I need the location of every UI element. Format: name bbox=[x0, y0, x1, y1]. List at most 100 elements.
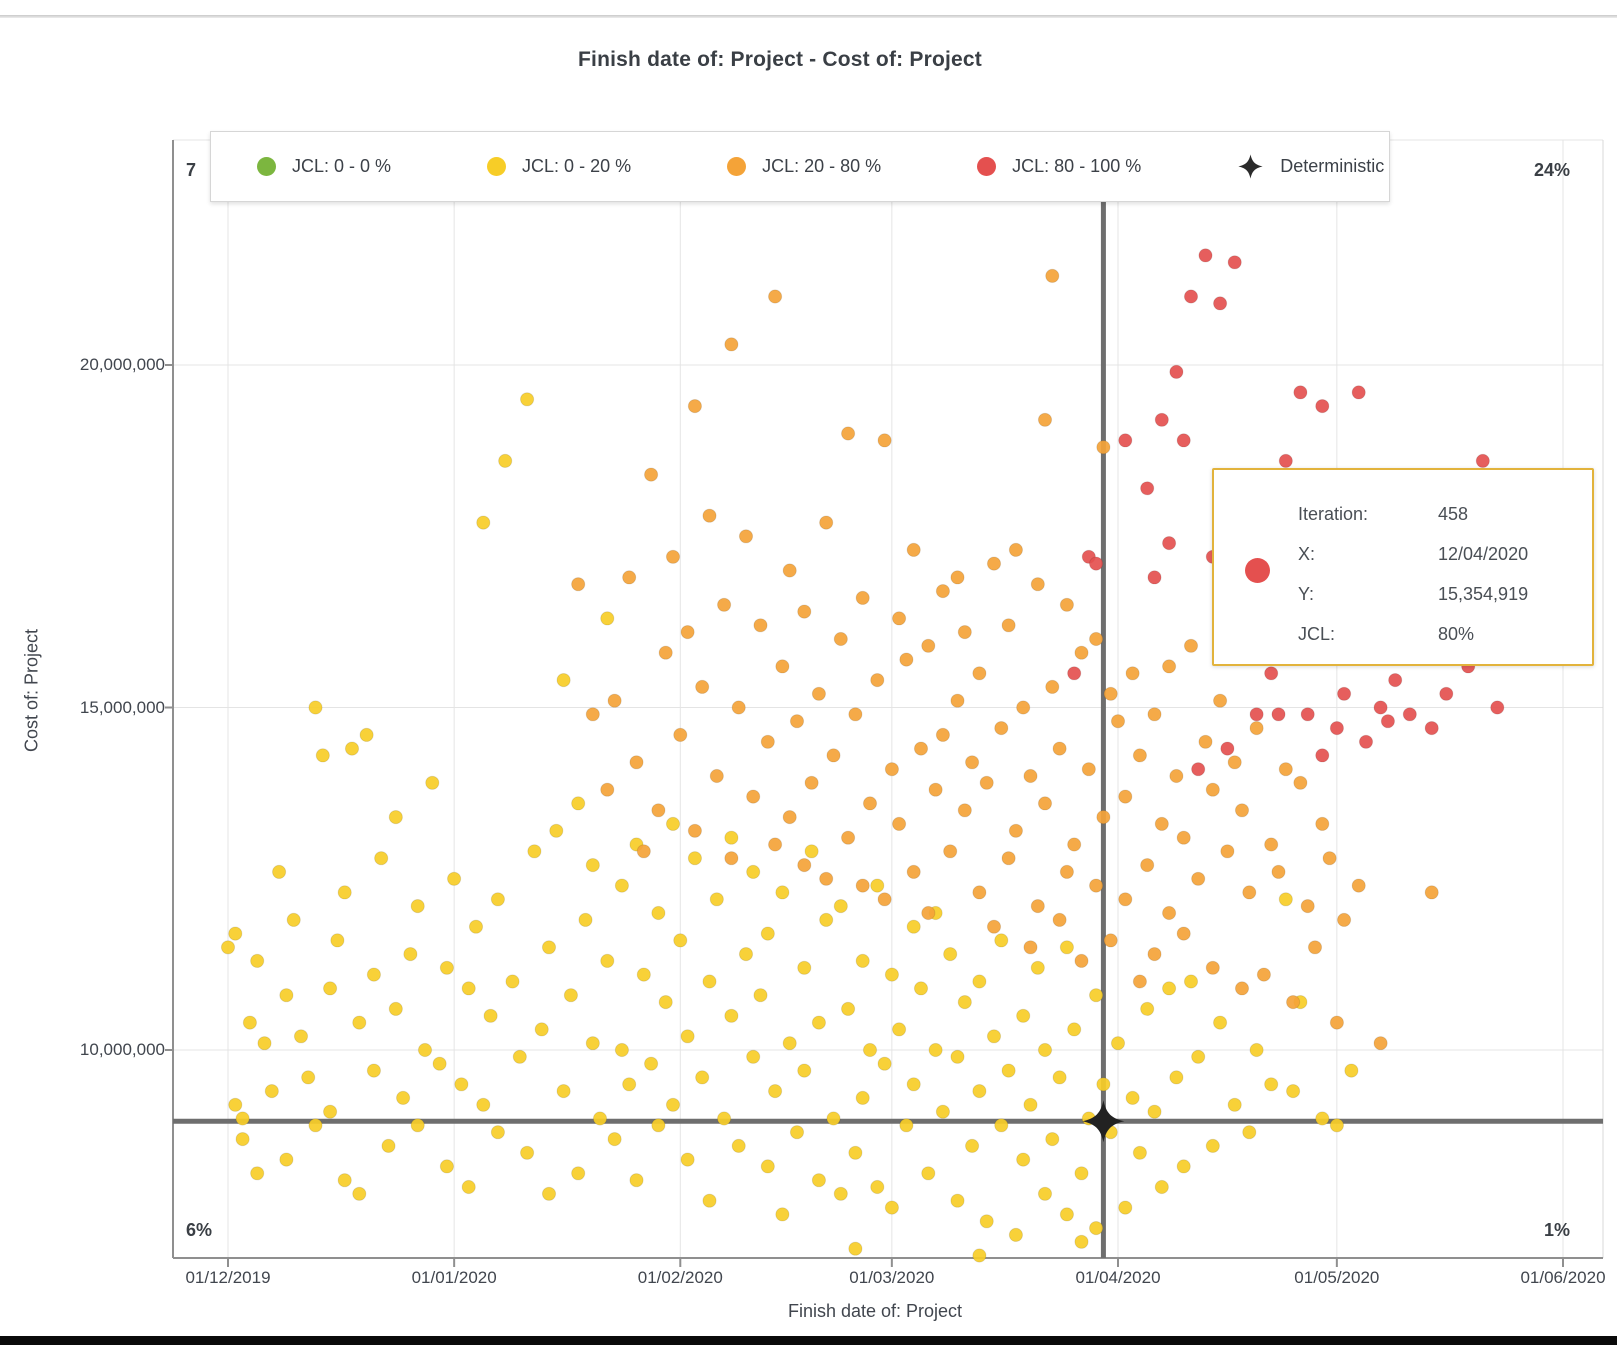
scatter-point[interactable] bbox=[972, 885, 987, 900]
scatter-point[interactable] bbox=[1089, 988, 1104, 1003]
scatter-point[interactable] bbox=[921, 905, 936, 921]
scatter-point[interactable] bbox=[1154, 412, 1169, 427]
scatter-point[interactable] bbox=[1227, 255, 1242, 270]
scatter-point[interactable] bbox=[1278, 453, 1293, 468]
scatter-point[interactable] bbox=[425, 775, 440, 790]
scatter-point[interactable] bbox=[541, 1186, 557, 1201]
scatter-point[interactable] bbox=[906, 864, 921, 880]
scatter-point[interactable] bbox=[680, 625, 695, 640]
scatter-point[interactable] bbox=[228, 1097, 243, 1112]
scatter-point[interactable] bbox=[651, 803, 666, 818]
scatter-point[interactable] bbox=[746, 1049, 761, 1064]
scatter-point[interactable] bbox=[819, 912, 834, 928]
scatter-point[interactable] bbox=[1125, 666, 1140, 681]
scatter-point[interactable] bbox=[1286, 1084, 1301, 1099]
scatter-point[interactable] bbox=[1198, 734, 1213, 749]
scatter-point[interactable] bbox=[476, 1097, 491, 1112]
scatter-point[interactable] bbox=[461, 981, 476, 996]
scatter-point[interactable] bbox=[680, 1029, 695, 1044]
scatter-point[interactable] bbox=[235, 1132, 250, 1147]
scatter-point[interactable] bbox=[1293, 775, 1308, 790]
scatter-point[interactable] bbox=[1191, 762, 1206, 777]
scatter-point[interactable] bbox=[986, 919, 1002, 934]
scatter-point[interactable] bbox=[1373, 700, 1388, 715]
scatter-point[interactable] bbox=[1213, 296, 1228, 311]
scatter-point[interactable] bbox=[1037, 412, 1053, 427]
scatter-point[interactable] bbox=[366, 1063, 381, 1078]
scatter-point[interactable] bbox=[884, 762, 900, 777]
scatter-point[interactable] bbox=[1205, 1138, 1220, 1154]
scatter-point[interactable] bbox=[979, 1214, 994, 1229]
scatter-point[interactable] bbox=[1037, 1042, 1053, 1058]
scatter-point[interactable] bbox=[899, 652, 914, 667]
scatter-point[interactable] bbox=[468, 919, 484, 934]
scatter-point[interactable] bbox=[1329, 1118, 1345, 1133]
scatter-point[interactable] bbox=[622, 570, 637, 585]
scatter-point[interactable] bbox=[811, 1173, 827, 1188]
scatter-point[interactable] bbox=[1300, 707, 1315, 722]
scatter-point[interactable] bbox=[819, 871, 834, 886]
scatter-point[interactable] bbox=[1351, 878, 1366, 893]
scatter-point[interactable] bbox=[600, 782, 615, 797]
scatter-point[interactable] bbox=[877, 1056, 892, 1071]
scatter-point[interactable] bbox=[680, 1152, 695, 1167]
scatter-point[interactable] bbox=[811, 1015, 827, 1030]
legend-item[interactable]: JCL: 20 - 80 % bbox=[727, 156, 881, 177]
scatter-point[interactable] bbox=[1147, 570, 1162, 585]
scatter-point[interactable] bbox=[695, 1070, 710, 1085]
scatter-point[interactable] bbox=[1329, 721, 1345, 736]
scatter-point[interactable] bbox=[1278, 762, 1293, 777]
scatter-point[interactable] bbox=[1023, 768, 1038, 784]
scatter-point[interactable] bbox=[972, 974, 987, 989]
scatter-point[interactable] bbox=[1110, 714, 1126, 729]
scatter-point[interactable] bbox=[1052, 1070, 1067, 1085]
scatter-point[interactable] bbox=[454, 1077, 469, 1092]
scatter-point[interactable] bbox=[892, 1022, 907, 1037]
scatter-point[interactable] bbox=[534, 1022, 549, 1037]
scatter-point[interactable] bbox=[702, 974, 717, 989]
scatter-point[interactable] bbox=[1322, 851, 1337, 866]
scatter-point[interactable] bbox=[293, 1029, 309, 1044]
scatter-point[interactable] bbox=[1045, 679, 1060, 695]
scatter-point[interactable] bbox=[220, 940, 236, 955]
scatter-point[interactable] bbox=[279, 1152, 294, 1167]
scatter-point[interactable] bbox=[614, 878, 630, 893]
scatter-point[interactable] bbox=[665, 549, 681, 564]
scatter-point[interactable] bbox=[862, 1042, 878, 1058]
scatter-point[interactable] bbox=[855, 590, 870, 606]
scatter-point[interactable] bbox=[476, 515, 491, 530]
scatter-point[interactable] bbox=[709, 892, 724, 907]
scatter-point[interactable] bbox=[1052, 912, 1067, 928]
scatter-point[interactable] bbox=[1162, 659, 1177, 674]
scatter-point[interactable] bbox=[687, 823, 703, 838]
scatter-point[interactable] bbox=[928, 782, 943, 797]
scatter-point[interactable] bbox=[1147, 707, 1162, 722]
scatter-point[interactable] bbox=[1256, 967, 1272, 982]
scatter-point[interactable] bbox=[950, 1193, 965, 1208]
scatter-point[interactable] bbox=[1337, 912, 1352, 928]
scatter-point[interactable] bbox=[600, 953, 615, 969]
scatter-point[interactable] bbox=[848, 1145, 863, 1160]
scatter-point[interactable] bbox=[775, 885, 790, 900]
scatter-point[interactable] bbox=[1037, 796, 1053, 811]
scatter-point[interactable] bbox=[1154, 1179, 1169, 1195]
scatter-point[interactable] bbox=[490, 892, 505, 907]
scatter-point[interactable] bbox=[1337, 686, 1352, 701]
scatter-point[interactable] bbox=[1118, 789, 1133, 804]
scatter-point[interactable] bbox=[935, 584, 951, 599]
scatter-point[interactable] bbox=[250, 953, 265, 969]
scatter-point[interactable] bbox=[1183, 638, 1199, 653]
scatter-point[interactable] bbox=[1001, 618, 1016, 633]
scatter-point[interactable] bbox=[950, 570, 965, 585]
scatter-point[interactable] bbox=[724, 1008, 739, 1023]
scatter-point[interactable] bbox=[549, 823, 564, 838]
scatter-point[interactable] bbox=[1490, 700, 1505, 715]
scatter-point[interactable] bbox=[578, 912, 593, 928]
scatter-point[interactable] bbox=[935, 1104, 951, 1119]
scatter-point[interactable] bbox=[899, 1118, 914, 1133]
scatter-point[interactable] bbox=[1402, 707, 1417, 722]
scatter-point[interactable] bbox=[972, 1084, 987, 1099]
scatter-point[interactable] bbox=[731, 1138, 746, 1154]
scatter-point[interactable] bbox=[994, 721, 1009, 736]
scatter-point[interactable] bbox=[366, 967, 381, 982]
